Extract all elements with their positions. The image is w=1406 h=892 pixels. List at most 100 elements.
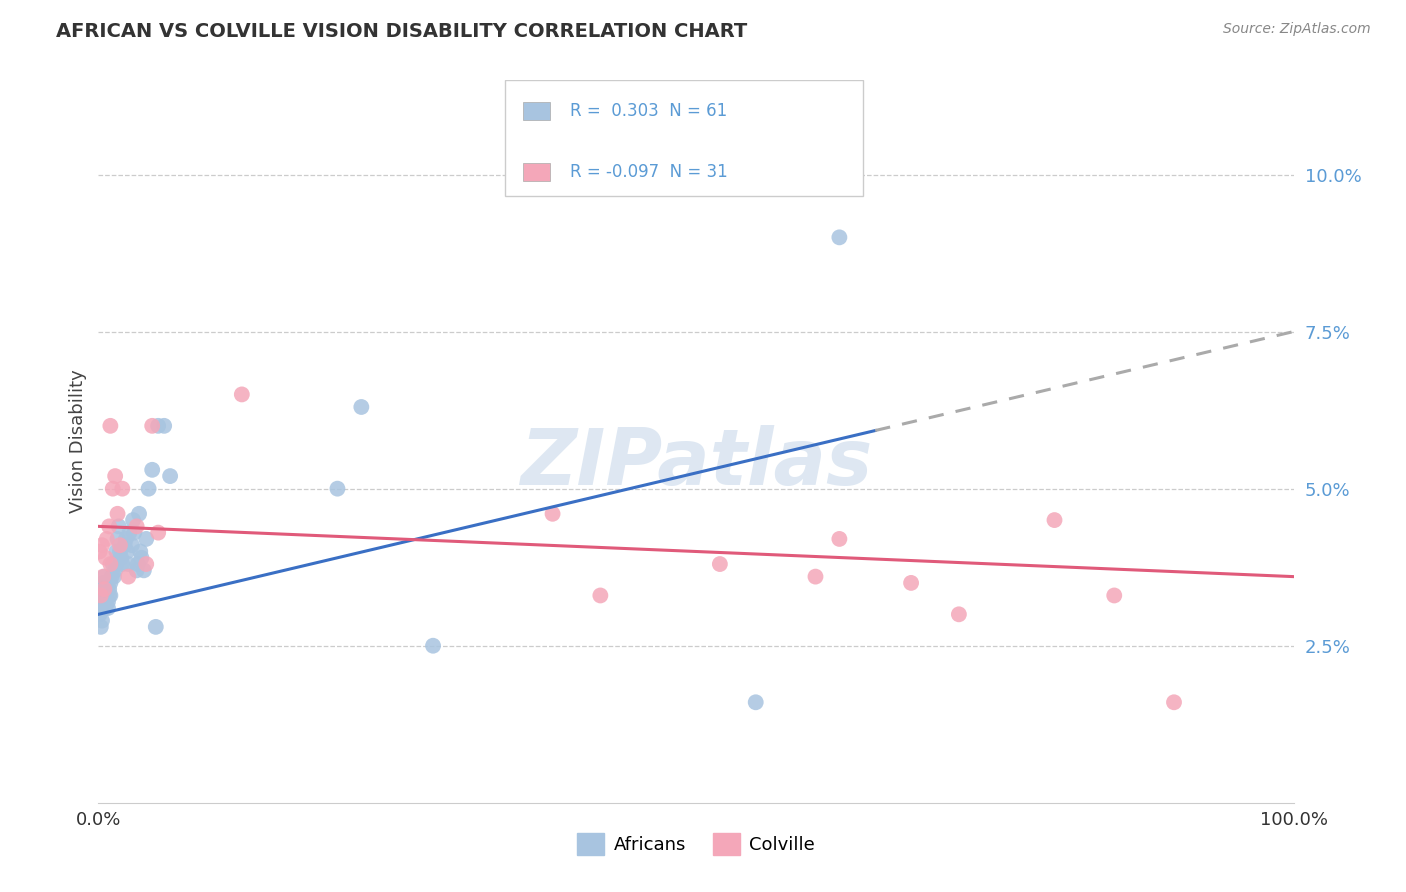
Point (1163, 695, 1185, 709)
Point (110, 550, 132, 565)
Point (745, 695, 768, 709)
Point (90, 601, 112, 615)
Point (111, 482, 134, 496)
Point (91, 589, 114, 603)
Point (124, 525, 146, 540)
Point (91, 538, 114, 552)
Point (93, 595, 115, 609)
Point (115, 544, 138, 558)
Point (422, 639, 444, 653)
Point (118, 525, 141, 540)
Point (97, 601, 120, 615)
Point (101, 557, 124, 571)
Point (122, 513, 145, 527)
Point (589, 589, 612, 603)
Point (804, 569, 827, 583)
Point (98, 519, 121, 533)
Point (132, 563, 155, 577)
Point (98, 418, 122, 433)
Point (125, 519, 148, 533)
Point (96, 575, 118, 590)
Point (828, 532, 851, 546)
Text: Source: ZipAtlas.com: Source: ZipAtlas.com (1223, 22, 1371, 37)
Point (948, 607, 970, 622)
Point (326, 482, 349, 496)
Point (114, 538, 136, 552)
Point (107, 532, 129, 546)
Point (103, 569, 125, 583)
Point (105, 544, 128, 558)
Point (94, 589, 117, 603)
Point (148, 525, 170, 540)
Point (100, 569, 122, 583)
Point (541, 507, 564, 521)
Point (91, 575, 114, 590)
Point (93, 582, 115, 597)
Point (231, 387, 253, 401)
Point (128, 507, 150, 521)
Point (129, 544, 152, 558)
Point (111, 557, 134, 571)
Point (98, 582, 121, 597)
Point (89, 544, 111, 558)
Point (117, 569, 139, 583)
Text: R = -0.097  N = 31: R = -0.097 N = 31 (571, 163, 728, 181)
Point (98, 575, 122, 590)
Point (104, 563, 127, 577)
Point (1043, 513, 1066, 527)
Point (117, 557, 139, 571)
Point (153, 418, 176, 433)
Point (91, 582, 114, 597)
Point (90, 589, 112, 603)
Point (91, 595, 114, 609)
Point (125, 563, 148, 577)
Legend: Africans, Colville: Africans, Colville (569, 826, 823, 863)
Point (105, 557, 128, 571)
Point (89, 595, 111, 609)
Text: ZIPatlas: ZIPatlas (520, 425, 872, 501)
Point (97, 595, 120, 609)
Point (1104, 589, 1126, 603)
Point (148, 418, 170, 433)
Point (131, 550, 153, 565)
Point (107, 519, 129, 533)
Point (115, 532, 138, 546)
FancyBboxPatch shape (523, 163, 550, 181)
Point (350, 400, 373, 414)
Point (96, 582, 118, 597)
Point (101, 482, 124, 496)
Point (141, 463, 163, 477)
Point (90, 620, 112, 634)
FancyBboxPatch shape (505, 80, 863, 196)
Point (104, 469, 127, 483)
Point (828, 230, 851, 244)
Point (98, 589, 122, 603)
Point (94, 550, 117, 565)
Text: R =  0.303  N = 61: R = 0.303 N = 61 (571, 102, 728, 120)
Point (107, 507, 129, 521)
Point (90, 589, 112, 603)
Point (108, 544, 131, 558)
FancyBboxPatch shape (523, 102, 550, 120)
Point (91, 569, 114, 583)
Point (141, 418, 163, 433)
Point (93, 582, 115, 597)
Point (91, 614, 114, 628)
Point (94, 601, 117, 615)
Point (145, 620, 167, 634)
Point (135, 557, 157, 571)
Text: AFRICAN VS COLVILLE VISION DISABILITY CORRELATION CHART: AFRICAN VS COLVILLE VISION DISABILITY CO… (56, 22, 748, 41)
Point (98, 557, 122, 571)
Point (900, 575, 922, 590)
Point (121, 538, 143, 552)
Point (89, 607, 111, 622)
Point (709, 557, 731, 571)
Y-axis label: Vision Disability: Vision Disability (69, 369, 87, 514)
Point (135, 532, 157, 546)
Point (91, 601, 114, 615)
Point (93, 569, 115, 583)
Point (138, 482, 160, 496)
Point (159, 469, 181, 483)
Point (98, 589, 121, 603)
Point (96, 532, 118, 546)
